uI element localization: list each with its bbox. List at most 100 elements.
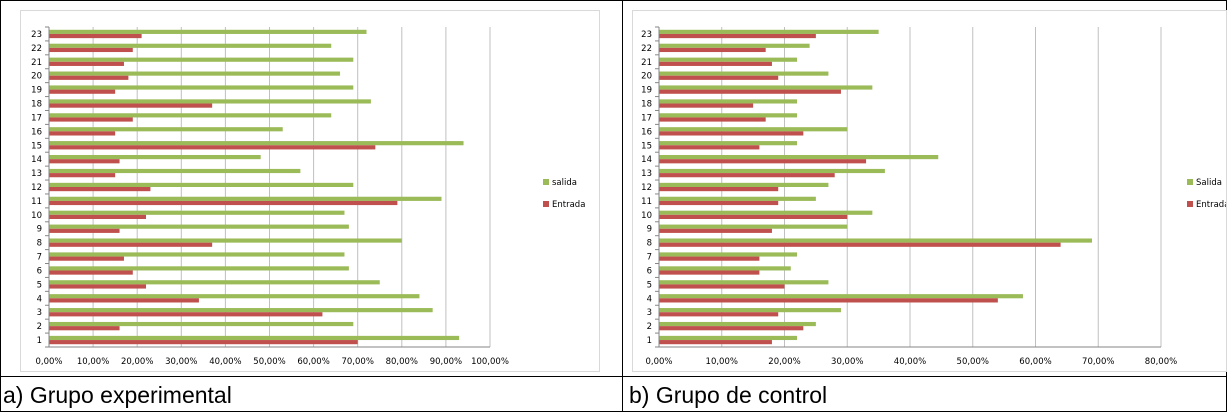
bar-salida — [49, 294, 420, 299]
bar-salida — [659, 335, 798, 341]
bar-entrada — [49, 228, 120, 233]
y-tick-label: 9 — [647, 225, 652, 235]
y-tick-label: 4 — [37, 294, 42, 304]
bar-salida — [49, 280, 380, 285]
y-tick-label: 7 — [37, 253, 42, 263]
y-tick-label: 19 — [31, 86, 42, 96]
y-tick-label: 6 — [647, 266, 652, 276]
legend-label-entrada: Entrada — [552, 200, 585, 210]
bar-salida — [49, 196, 442, 201]
bar-salida — [659, 294, 1023, 299]
x-tick-label: 20,00% — [121, 357, 153, 367]
bar-entrada — [49, 33, 142, 39]
bar-salida — [49, 308, 433, 313]
y-tick-label: 22 — [31, 44, 42, 54]
bar-entrada — [49, 117, 133, 122]
bar-entrada — [49, 131, 116, 136]
y-tick-label: 17 — [31, 113, 42, 123]
x-tick-label: 90,00% — [430, 357, 462, 367]
bar-salida — [659, 182, 829, 187]
bar-salida — [49, 99, 371, 104]
bar-entrada — [659, 159, 867, 164]
y-tick-label: 10 — [641, 211, 652, 221]
chart-panel-experimental: 0,00% 10,00% 20,00% 30,00% 40,00% 50,00% 60,00… — [20, 10, 600, 372]
bar-entrada — [49, 256, 124, 261]
bar-entrada — [659, 256, 760, 261]
bar-salida — [659, 280, 829, 285]
bar-entrada — [49, 312, 323, 317]
bar-salida — [49, 182, 354, 187]
x-tick-label: 70,00% — [341, 357, 373, 367]
bar-entrada — [659, 270, 760, 275]
y-tick-label: 15 — [641, 141, 652, 151]
bar-entrada — [659, 131, 804, 136]
legend-swatch-entrada — [1187, 201, 1193, 207]
bar-entrada — [49, 326, 120, 331]
bar-entrada — [659, 103, 754, 108]
bar-salida — [659, 71, 829, 76]
table-horizontal-divider — [0, 376, 1227, 377]
y-tick-label: 8 — [647, 239, 652, 249]
x-tick-label: 50,00% — [253, 357, 285, 367]
bar-salida — [659, 99, 798, 104]
x-tick-label: 30,00% — [165, 357, 197, 367]
chart-panel-control: 0,00% 10,00% 20,00% 30,00% 40,00% 50,00% 60,00… — [632, 10, 1227, 372]
legend-label-salida: Salida — [1196, 178, 1222, 188]
bar-chart-control: 0,00% 10,00% 20,00% 30,00% 40,00% 50,00% 60,00… — [641, 26, 1227, 367]
bar-salida — [659, 85, 873, 90]
bar-entrada — [49, 173, 116, 178]
y-tick-label: 1 — [37, 336, 42, 346]
x-tick-label: 0,00% — [35, 357, 62, 367]
x-tick-label: 0,00% — [645, 357, 672, 367]
bar-salida — [659, 224, 848, 229]
y-tick-label: 14 — [641, 155, 652, 165]
y-tick-label: 16 — [641, 127, 652, 137]
bar-salida — [659, 196, 816, 201]
bar-salida — [659, 127, 848, 132]
y-tick-label: 2 — [647, 322, 652, 332]
bar-entrada — [659, 326, 804, 331]
y-tick-label: 16 — [31, 127, 42, 137]
bar-entrada — [49, 159, 120, 164]
x-tick-label: 40,00% — [894, 357, 926, 367]
bar-salida — [659, 238, 1092, 243]
bar-salida — [659, 308, 841, 313]
bar-entrada — [659, 312, 779, 317]
y-tick-label: 2 — [37, 322, 42, 332]
bar-entrada — [659, 173, 835, 178]
x-tick-label: 100,00% — [471, 357, 509, 367]
x-tick-label: 60,00% — [1019, 357, 1051, 367]
y-tick-label: 8 — [37, 239, 42, 249]
y-tick-label: 15 — [31, 141, 42, 151]
bar-salida — [49, 57, 354, 62]
y-tick-label: 1 — [647, 336, 652, 346]
bar-entrada — [659, 89, 841, 94]
bar-entrada — [659, 145, 760, 150]
bar-entrada — [49, 340, 358, 345]
bar-entrada — [659, 214, 848, 219]
legend-label-salida: salida — [552, 178, 577, 188]
x-tick-label: 80,00% — [1145, 357, 1177, 367]
y-tick-label: 13 — [31, 169, 42, 179]
bar-entrada — [659, 242, 1061, 247]
bar-entrada — [49, 214, 147, 219]
bar-entrada — [49, 187, 151, 192]
y-tick-label: 14 — [31, 155, 42, 165]
y-tick-label: 18 — [641, 100, 652, 110]
x-tick-label: 10,00% — [77, 357, 109, 367]
bar-entrada — [49, 75, 129, 80]
bar-entrada — [49, 284, 147, 289]
y-tick-label: 22 — [641, 44, 652, 54]
y-tick-label: 9 — [37, 225, 42, 235]
bar-entrada — [49, 89, 116, 94]
y-tick-label: 5 — [647, 280, 652, 290]
x-tick-label: 50,00% — [957, 357, 989, 367]
y-tick-label: 4 — [647, 294, 652, 304]
bar-salida — [49, 141, 464, 146]
y-tick-label: 11 — [641, 197, 652, 207]
bar-salida — [49, 71, 341, 76]
bar-salida — [659, 43, 810, 48]
y-tick-label: 3 — [647, 308, 652, 318]
bar-salida — [49, 155, 261, 160]
bar-entrada — [49, 298, 199, 303]
